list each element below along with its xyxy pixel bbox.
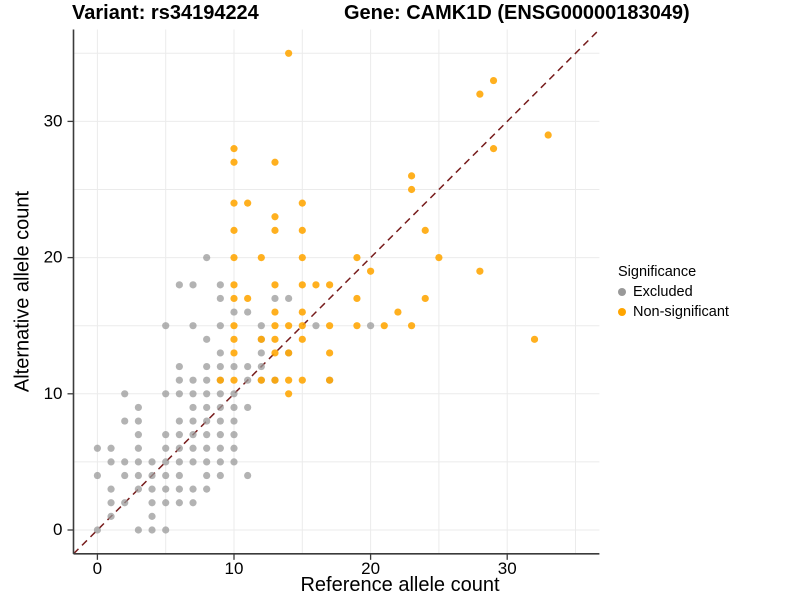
svg-text:10: 10 <box>225 559 244 578</box>
svg-text:20: 20 <box>44 248 63 267</box>
svg-text:30: 30 <box>44 111 63 130</box>
svg-text:0: 0 <box>93 559 102 578</box>
svg-text:10: 10 <box>44 384 63 403</box>
svg-text:20: 20 <box>361 559 380 578</box>
svg-text:0: 0 <box>53 520 62 539</box>
svg-text:30: 30 <box>498 559 517 578</box>
